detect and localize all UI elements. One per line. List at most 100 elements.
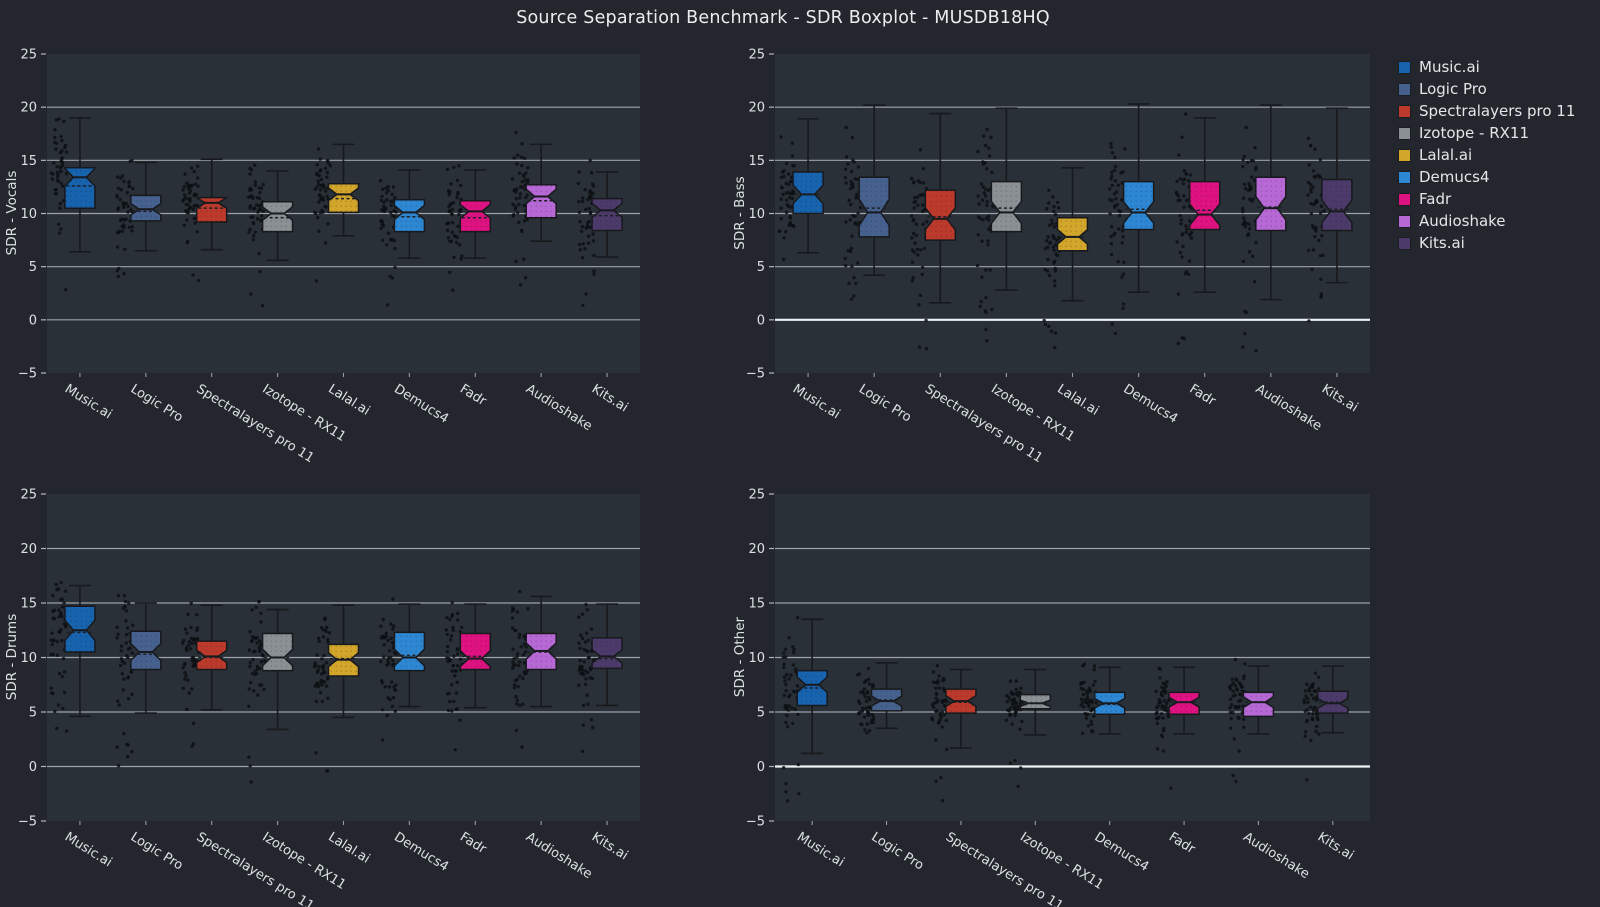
y-tick-label: 5 xyxy=(757,706,765,721)
sample-point xyxy=(865,722,869,726)
sample-point xyxy=(1161,729,1166,733)
sample-point xyxy=(866,713,871,718)
sample-point xyxy=(1178,214,1182,218)
sample-point xyxy=(260,214,264,218)
sample-point xyxy=(389,622,393,626)
sample-point xyxy=(1303,730,1308,734)
sample-point xyxy=(1089,722,1094,726)
sample-point xyxy=(863,728,867,732)
sample-point xyxy=(513,628,517,633)
sample-point xyxy=(786,182,791,187)
sample-point xyxy=(990,307,994,312)
sample-point xyxy=(1114,197,1118,201)
sample-point xyxy=(327,631,331,635)
sample-point xyxy=(584,226,588,230)
sample-point xyxy=(864,679,868,683)
sample-point xyxy=(184,674,188,678)
sample-point xyxy=(1232,737,1237,741)
sample-point xyxy=(1244,125,1248,130)
sample-point xyxy=(126,210,130,214)
sample-point xyxy=(790,154,794,158)
sample-point xyxy=(924,346,929,351)
sample-point xyxy=(1184,230,1189,235)
sample-point xyxy=(259,683,264,687)
sample-point xyxy=(934,696,938,700)
sample-point xyxy=(979,299,983,304)
x-tick-label-audioshake: Audioshake xyxy=(523,382,595,434)
sample-point xyxy=(1108,198,1112,202)
sample-point xyxy=(317,229,321,233)
sample-point xyxy=(186,207,191,212)
sample-point xyxy=(318,211,322,215)
sample-point xyxy=(1250,175,1254,179)
sample-point xyxy=(313,663,318,667)
sample-point xyxy=(1188,219,1192,223)
sample-point xyxy=(1115,202,1120,207)
sample-point xyxy=(1182,194,1186,198)
sample-point xyxy=(318,188,323,192)
sample-point xyxy=(1166,699,1171,703)
sample-point xyxy=(391,597,395,601)
sample-point xyxy=(577,683,581,687)
sample-point xyxy=(193,192,197,196)
scatter-audioshake xyxy=(511,130,530,287)
sample-point xyxy=(1046,245,1050,249)
sample-point xyxy=(941,699,946,703)
sample-point xyxy=(53,709,57,714)
sample-point xyxy=(126,675,131,679)
sample-point xyxy=(259,643,263,648)
sample-point xyxy=(784,198,789,202)
sample-point xyxy=(1242,725,1246,729)
sample-point xyxy=(1113,231,1117,236)
sample-point xyxy=(115,625,120,630)
sample-point xyxy=(940,725,944,729)
sample-point xyxy=(1180,135,1184,139)
sample-point xyxy=(247,230,251,234)
sample-point xyxy=(458,209,462,213)
sample-point xyxy=(586,241,591,245)
sample-point xyxy=(115,745,119,749)
sample-point xyxy=(865,690,870,694)
legend-swatch-icon xyxy=(1398,236,1411,250)
sample-point xyxy=(1179,222,1183,226)
sample-point xyxy=(1244,221,1248,225)
box-hatch xyxy=(64,167,95,209)
sample-point xyxy=(318,157,322,161)
sample-point xyxy=(867,682,872,686)
sample-point xyxy=(779,185,784,189)
sample-point xyxy=(1238,692,1242,697)
sample-point xyxy=(122,271,126,276)
sample-point xyxy=(524,671,528,675)
sample-point xyxy=(1158,676,1162,680)
sample-point xyxy=(1313,147,1317,151)
sample-point xyxy=(986,242,990,247)
sample-point xyxy=(1045,239,1049,243)
sample-point xyxy=(260,653,264,657)
sample-point xyxy=(394,683,398,687)
sample-point xyxy=(1311,712,1315,716)
sample-point xyxy=(855,192,859,197)
sample-point xyxy=(124,619,128,623)
sample-point xyxy=(580,636,585,641)
sample-point xyxy=(793,690,797,694)
sample-point xyxy=(980,198,985,202)
sample-point xyxy=(790,141,795,145)
sample-point xyxy=(321,198,326,202)
sample-point xyxy=(915,195,920,199)
sample-point xyxy=(256,693,260,697)
sample-point xyxy=(849,246,854,251)
y-tick-label: 10 xyxy=(748,207,765,222)
sample-point xyxy=(1314,711,1318,715)
sample-point xyxy=(458,657,463,661)
sample-point xyxy=(257,186,261,190)
sample-point xyxy=(455,664,460,668)
sample-point xyxy=(54,582,58,587)
y-tick-label: 0 xyxy=(29,760,37,775)
sample-point xyxy=(1160,733,1164,737)
sample-point xyxy=(130,692,134,696)
sample-point xyxy=(185,707,189,712)
sample-point xyxy=(844,155,849,159)
sample-point xyxy=(191,721,196,725)
sample-point xyxy=(321,210,325,214)
legend-swatch-icon xyxy=(1398,148,1411,162)
